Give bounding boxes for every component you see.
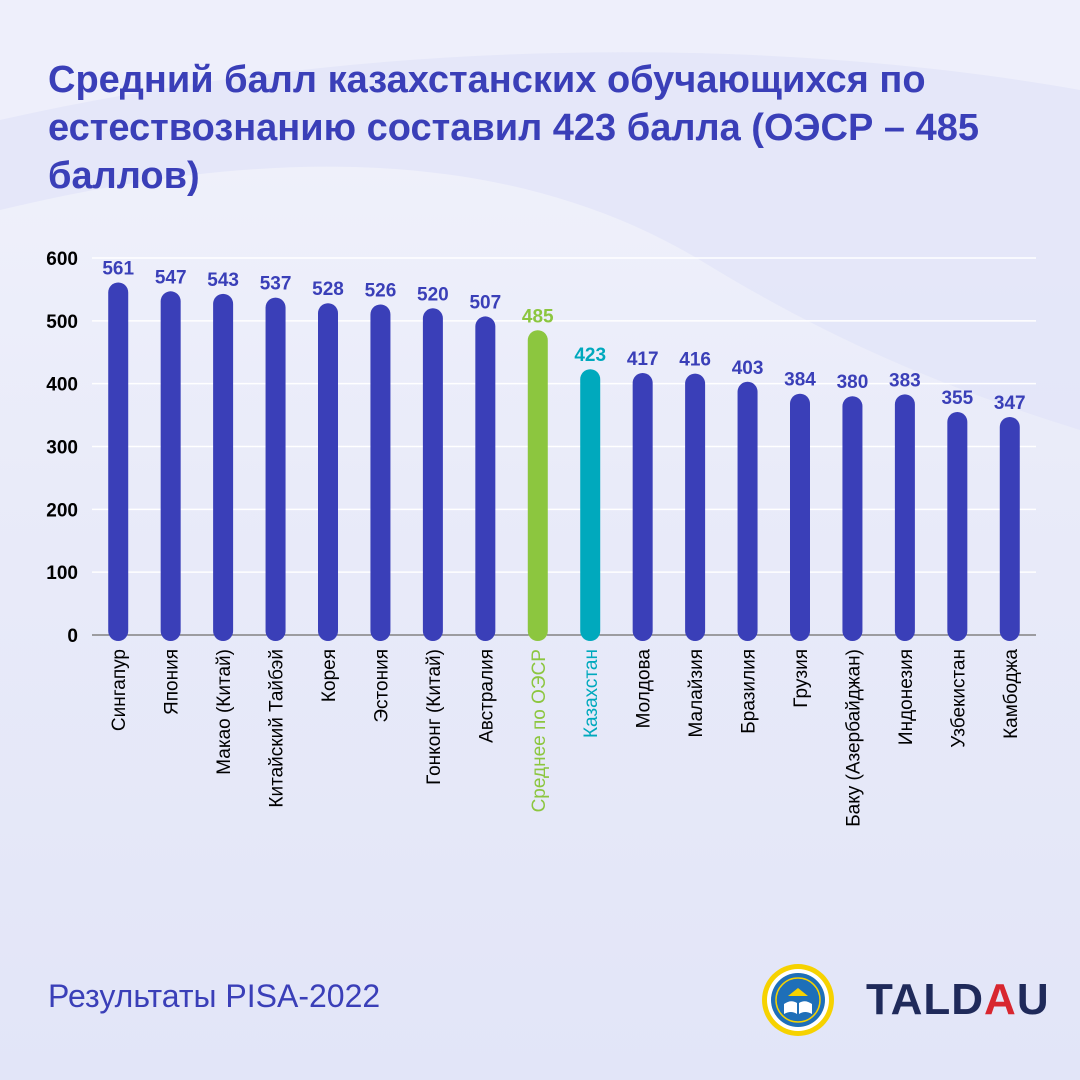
x-tick-label: Малайзия <box>686 649 707 738</box>
x-tick-label: Казахстан <box>581 649 602 738</box>
x-tick-label: Камбоджа <box>1001 649 1022 739</box>
x-tick-label: Индонезия <box>896 649 917 745</box>
logo-text-end: U <box>1016 975 1050 1024</box>
data-label: 423 <box>574 345 606 366</box>
y-tick-label: 400 <box>46 375 78 396</box>
footer-source: Результаты PISA-2022 <box>48 978 381 1014</box>
bar <box>213 293 234 641</box>
logo-text-start: TALD <box>866 975 985 1024</box>
bar <box>422 308 443 641</box>
logo-accent-letter: A <box>984 975 1017 1024</box>
x-tick-label: Япония <box>162 649 183 715</box>
x-tick-label: Грузия <box>791 649 812 708</box>
x-tick-label: Австралия <box>476 649 497 743</box>
bar <box>108 282 129 641</box>
x-tick-label: Гонконг (Китай) <box>424 649 445 785</box>
x-tick-label: Макао (Китай) <box>214 649 235 775</box>
data-label: 485 <box>522 306 554 327</box>
x-tick-label: Сингапур <box>109 649 130 731</box>
bar <box>790 393 810 641</box>
bar <box>894 394 915 641</box>
data-label: 537 <box>260 274 292 295</box>
bar <box>737 381 758 641</box>
bar <box>160 291 181 641</box>
bar <box>999 416 1020 641</box>
y-tick-label: 0 <box>67 626 78 647</box>
y-tick-label: 600 <box>46 249 78 270</box>
data-label: 384 <box>784 370 816 391</box>
bar <box>318 303 338 641</box>
bar <box>265 297 286 641</box>
data-label: 347 <box>994 393 1026 414</box>
taldau-logo: TALDAU <box>866 976 1050 1024</box>
bar <box>632 372 653 641</box>
bar <box>475 316 496 641</box>
data-label: 403 <box>732 358 764 379</box>
y-tick-label: 300 <box>46 438 78 459</box>
x-tick-label: Среднее по ОЭСР <box>529 649 550 812</box>
bar <box>842 396 863 641</box>
x-tick-label: Узбекистан <box>948 649 969 748</box>
y-tick-label: 500 <box>46 312 78 333</box>
data-label: 543 <box>207 270 239 291</box>
data-label: 547 <box>155 267 187 288</box>
x-tick-label: Молдова <box>634 649 655 729</box>
data-label: 417 <box>627 349 659 370</box>
open-book-seal-icon <box>762 964 834 1036</box>
data-label: 507 <box>469 292 501 313</box>
data-label: 416 <box>679 350 711 371</box>
data-label: 528 <box>312 279 344 300</box>
bar <box>527 330 548 641</box>
data-label: 383 <box>889 370 921 391</box>
data-label: 380 <box>837 372 869 393</box>
bar <box>947 411 968 641</box>
x-tick-label: Бразилия <box>739 649 760 734</box>
x-tick-label: Эстония <box>371 649 392 723</box>
chart-title: Средний балл казахстанских обучающихся п… <box>48 59 979 197</box>
x-tick-label: Корея <box>319 649 340 702</box>
bar <box>580 369 601 641</box>
data-label: 561 <box>102 259 134 280</box>
y-tick-label: 200 <box>46 500 78 521</box>
bar <box>370 304 391 641</box>
data-label: 520 <box>417 284 449 305</box>
y-tick-label: 100 <box>46 563 78 584</box>
data-label: 526 <box>365 280 397 301</box>
data-label: 355 <box>941 388 973 409</box>
x-tick-label: Китайский Тайбэй <box>267 649 288 808</box>
bar <box>685 373 706 641</box>
x-tick-label: Баку (Азербайджан) <box>843 649 864 827</box>
